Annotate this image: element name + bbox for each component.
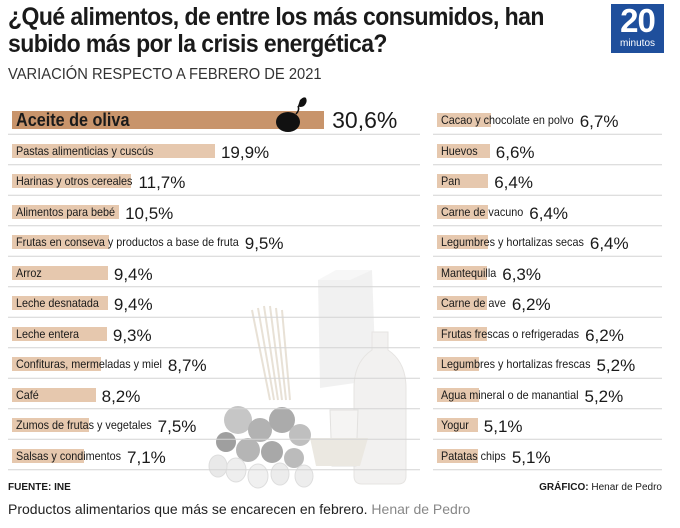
bar-label-13: Huevos [441, 143, 478, 158]
source-note: FUENTE: INE [8, 482, 71, 493]
logo-number: 20 [620, 2, 656, 39]
bar-value-3: 10,5% [125, 203, 174, 223]
bar-value-10: 7,5% [157, 417, 197, 436]
caption-text: Productos alimentarios que más se encare… [8, 501, 368, 517]
bar-3 [12, 204, 120, 219]
bar-5 [12, 265, 108, 280]
bar-17 [437, 265, 488, 280]
20minutos-logo[interactable]: 20 minutos [611, 4, 664, 53]
bar-value-15: 6,4% [529, 203, 569, 223]
bar-value-9: 8,2% [101, 386, 141, 406]
bar-1 [12, 143, 215, 158]
bar-value-17: 6,3% [502, 264, 541, 284]
bar-18 [437, 296, 487, 310]
bar-value-8: 8,7% [167, 356, 207, 375]
bar-label-12: Cacao y chocolate en polvo [441, 113, 574, 127]
bar-15 [437, 204, 489, 219]
bar-value-21: 5,2% [584, 386, 624, 406]
bar-label-11: Salsas y condimentos [16, 448, 122, 463]
bar-value-23: 5,1% [511, 447, 551, 467]
food-illustration [208, 270, 407, 489]
bar-label-14: Pan [441, 174, 461, 188]
chart-title: ¿Qué alimentos, de entre los más consumi… [8, 3, 544, 58]
bar-value-7: 9,3% [112, 325, 152, 345]
bar-value-5: 9,4% [113, 264, 153, 284]
bar-value-12: 6,7% [579, 112, 619, 131]
graphic-credit: GRÁFICO: Henar de Pedro [539, 482, 662, 493]
bar-label-20: Legumbres y hortalizas frescas [441, 357, 591, 371]
bar-12 [437, 113, 491, 127]
bar-value-14: 6,4% [494, 173, 533, 192]
bar-11 [12, 448, 85, 463]
bar-value-1: 19,9% [220, 142, 270, 162]
bar-label-0: Aceite de oliva [16, 110, 130, 130]
bar-label-8: Confituras, mermeladas y miel [16, 357, 162, 371]
chart-subtitle: VARIACIÓN RESPECTO A FEBRERO DE 2021 [8, 66, 322, 83]
bar-13 [437, 143, 490, 158]
bar-19 [437, 326, 487, 341]
bar-label-3: Alimentos para bebé [16, 204, 116, 219]
bar-label-15: Carne de vacuno [441, 204, 524, 219]
bar-8 [12, 357, 101, 371]
bar-20 [437, 357, 479, 371]
caption: Productos alimentarios que más se encare… [8, 501, 470, 517]
bar-value-6: 9,4% [113, 295, 153, 314]
bar-23 [437, 448, 478, 463]
credit-name: Henar de Pedro [591, 482, 662, 493]
bar-label-16: Legumbres y hortalizas secas [441, 235, 584, 249]
bar-label-17: Mantequilla [441, 265, 497, 280]
bar-label-22: Yogur [441, 418, 469, 432]
bar-label-9: Café [16, 387, 39, 402]
bar-label-7: Leche entera [16, 326, 80, 341]
bar-21 [437, 387, 479, 402]
bar-value-4: 9,5% [244, 234, 284, 253]
bar-7 [12, 326, 107, 341]
bar-label-10: Zumos de frutas y vegetales [16, 418, 152, 432]
bar-label-19: Frutas frescas o refrigeradas [441, 326, 580, 341]
bar-value-19: 6,2% [585, 325, 624, 345]
bar-value-0: 30,6% [332, 107, 398, 133]
bar-label-2: Harinas y otros cereales [16, 174, 133, 188]
bar-4 [12, 235, 109, 249]
bar-value-13: 6,6% [495, 142, 535, 162]
bar-16 [437, 235, 489, 249]
bar-value-18: 6,2% [511, 295, 551, 314]
bar-9 [12, 387, 96, 402]
bar-label-18: Carne de ave [441, 296, 506, 310]
bar-label-23: Patatas chips [441, 448, 506, 463]
caption-author: Henar de Pedro [371, 501, 471, 517]
bar-0 [12, 111, 325, 129]
bar-value-16: 6,4% [589, 234, 629, 253]
bar-label-4: Frutas en conseva y productos a base de … [16, 235, 239, 249]
bar-value-20: 5,2% [596, 356, 636, 375]
bar-14 [437, 174, 489, 188]
bar-label-6: Leche desnatada [16, 296, 99, 310]
credit-label: GRÁFICO: [539, 482, 589, 493]
bar-value-11: 7,1% [127, 447, 166, 467]
bar-label-1: Pastas alimenticias y cuscús [16, 143, 154, 158]
logo-text: minutos [619, 38, 655, 49]
olive-icon [276, 97, 307, 132]
bar-label-21: Agua mineral o de manantial [441, 387, 579, 402]
bar-6 [12, 296, 108, 310]
bar-value-2: 11,7% [138, 173, 186, 192]
bar-value-22: 5,1% [483, 417, 523, 436]
bar-10 [12, 418, 89, 432]
bar-2 [12, 174, 132, 188]
bar-22 [437, 418, 478, 432]
bar-label-5: Arroz [16, 265, 42, 280]
